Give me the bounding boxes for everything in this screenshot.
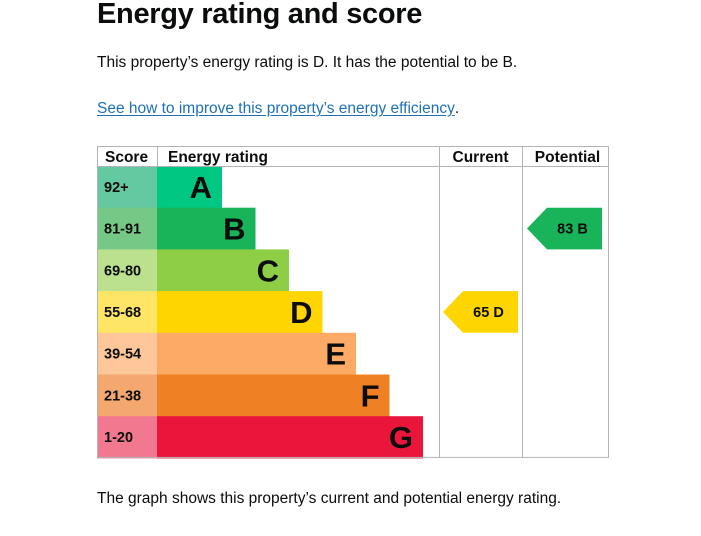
current-rating-arrow [443, 291, 518, 333]
chart-table-border [97, 146, 609, 458]
page-title: Energy rating and score [97, 0, 423, 30]
current-rating-label: 65 D [473, 305, 504, 321]
rating-bar-letter: F [361, 378, 380, 413]
score-band-cell [97, 374, 157, 417]
score-band-cell [97, 249, 157, 292]
score-band-label: 21-38 [104, 388, 141, 404]
rating-bar [157, 332, 356, 375]
score-band-label: 92+ [104, 180, 129, 196]
score-column-header: Score [105, 149, 148, 166]
rating-bar-letter: B [223, 212, 245, 247]
current-column-header: Current [453, 149, 509, 166]
rating-bar-letter: D [290, 295, 312, 330]
rating-bar [157, 291, 323, 334]
rating-bar [157, 416, 423, 459]
link-suffix: . [454, 100, 460, 117]
rating-bar-letter: E [325, 337, 346, 372]
rating-bar [157, 207, 256, 250]
rating-bar [157, 249, 289, 292]
rating-bar-letter: A [190, 170, 212, 205]
potential-rating-label: 83 B [557, 222, 588, 238]
score-band-label: 39-54 [104, 347, 141, 363]
rating-summary: This property’s energy rating is D. It h… [97, 54, 518, 71]
rating-bar-letter: C [257, 253, 279, 288]
score-band-label: 55-68 [104, 305, 141, 321]
score-band-cell [97, 207, 157, 250]
score-band-label: 69-80 [104, 263, 141, 279]
chart-caption: The graph shows this property’s current … [97, 490, 562, 507]
improve-efficiency-link[interactable]: See how to improve this property’s energ… [97, 99, 459, 119]
rating-bar [157, 374, 390, 417]
score-band-label: 1-20 [104, 430, 133, 446]
score-band-cell [97, 166, 157, 209]
energy-rating-column-header: Energy rating [168, 149, 268, 166]
score-band-label: 81-91 [104, 222, 141, 238]
potential-column-header: Potential [535, 149, 600, 166]
score-band-cell [97, 291, 157, 334]
rating-bar [157, 166, 222, 209]
score-band-cell [97, 332, 157, 375]
rating-bar-letter: G [389, 420, 413, 455]
improve-efficiency-link-text[interactable]: See how to improve this property’s energ… [97, 100, 455, 117]
score-band-cell [97, 416, 157, 459]
potential-rating-arrow [527, 207, 602, 250]
